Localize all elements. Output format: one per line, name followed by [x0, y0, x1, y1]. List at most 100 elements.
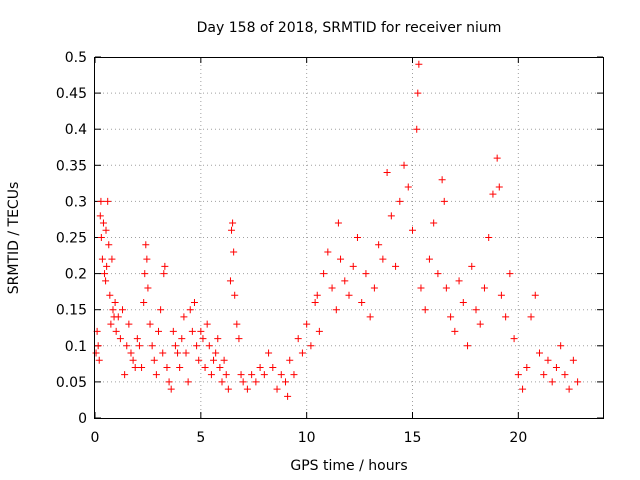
data-point — [104, 197, 112, 205]
data-point — [214, 335, 222, 343]
data-point — [203, 320, 211, 328]
data-point — [212, 349, 220, 357]
data-point — [548, 378, 556, 386]
data-point — [119, 306, 127, 314]
data-point — [95, 356, 103, 364]
data-point — [531, 291, 539, 299]
data-point — [96, 212, 104, 220]
data-point — [536, 349, 543, 357]
data-point — [480, 284, 488, 292]
data-point — [125, 320, 133, 328]
data-point — [451, 327, 459, 335]
data-point — [248, 371, 256, 379]
data-point — [502, 313, 510, 321]
data-point — [165, 378, 173, 386]
data-point — [129, 356, 137, 364]
y-tick-label: 0.45 — [56, 86, 87, 102]
data-point — [252, 378, 260, 386]
data-point — [94, 342, 102, 350]
data-point — [485, 234, 493, 241]
data-point — [174, 349, 182, 357]
data-point — [307, 342, 315, 350]
data-point — [337, 255, 345, 263]
data-point — [425, 255, 433, 263]
data-point — [237, 371, 245, 379]
data-point — [476, 320, 484, 328]
data-point — [349, 262, 357, 270]
data-point — [161, 262, 169, 270]
data-point — [106, 291, 114, 299]
data-point — [220, 356, 228, 364]
data-point — [180, 313, 188, 321]
data-point — [188, 327, 196, 335]
y-tick-label: 0.5 — [65, 50, 87, 66]
plot-frame — [94, 57, 604, 419]
data-point — [108, 255, 116, 263]
data-point — [472, 306, 480, 314]
data-point — [265, 349, 273, 357]
data-point — [123, 342, 131, 350]
data-point — [438, 176, 446, 184]
y-tick-label: 0.1 — [65, 339, 87, 355]
data-point — [107, 320, 115, 328]
y-axis-label: SRMTID / TECUs — [6, 182, 22, 295]
data-point — [143, 255, 151, 263]
data-point — [561, 371, 569, 379]
data-point — [303, 320, 311, 328]
data-point — [269, 363, 277, 371]
data-point — [468, 262, 476, 270]
data-point — [366, 313, 374, 321]
data-point — [167, 385, 175, 393]
data-point — [131, 363, 139, 371]
data-point — [459, 298, 467, 306]
data-point — [178, 335, 186, 343]
data-point — [565, 385, 573, 393]
data-point — [298, 349, 306, 357]
data-point — [387, 212, 395, 220]
data-point — [334, 219, 342, 227]
data-point — [233, 320, 241, 328]
data-point — [186, 306, 194, 314]
data-point — [409, 226, 416, 234]
data-point — [230, 248, 238, 256]
x-tick-label: 0 — [91, 430, 100, 446]
data-point — [569, 356, 577, 364]
data-point — [190, 298, 198, 306]
data-point — [495, 183, 503, 191]
y-tick-label: 0.05 — [56, 375, 87, 391]
data-point — [497, 291, 505, 299]
data-point — [544, 356, 552, 364]
data-point — [328, 284, 336, 292]
data-point — [243, 385, 251, 393]
data-point — [379, 255, 387, 263]
data-point — [341, 277, 349, 285]
x-tick-label: 10 — [298, 430, 316, 446]
data-point — [160, 270, 168, 278]
data-point — [315, 327, 323, 335]
data-point — [510, 335, 518, 343]
data-point — [109, 306, 117, 314]
data-point — [157, 306, 165, 314]
data-point — [260, 371, 268, 379]
data-point — [489, 190, 497, 198]
y-tick-label: 0.15 — [56, 303, 87, 319]
data-point — [353, 234, 361, 241]
data-point — [99, 219, 107, 227]
data-point — [415, 60, 423, 68]
y-tick-label: 0 — [78, 411, 87, 427]
data-point — [442, 284, 450, 292]
data-point — [417, 284, 425, 292]
axis-ticks: 0 0.05 0.1 0.15 0.2 0.25 0.3 0.35 0.4 0.45 0.5 0 5 10… — [56, 50, 603, 446]
data-point — [464, 342, 472, 350]
y-tick-label: 0.35 — [56, 158, 87, 174]
data-point — [140, 298, 148, 306]
data-point — [430, 219, 438, 227]
data-point — [383, 169, 391, 177]
data-point — [218, 378, 226, 386]
data-point — [148, 342, 156, 350]
data-point — [98, 255, 106, 263]
data-point — [231, 291, 239, 299]
data-point — [207, 371, 215, 379]
data-point — [552, 363, 560, 371]
